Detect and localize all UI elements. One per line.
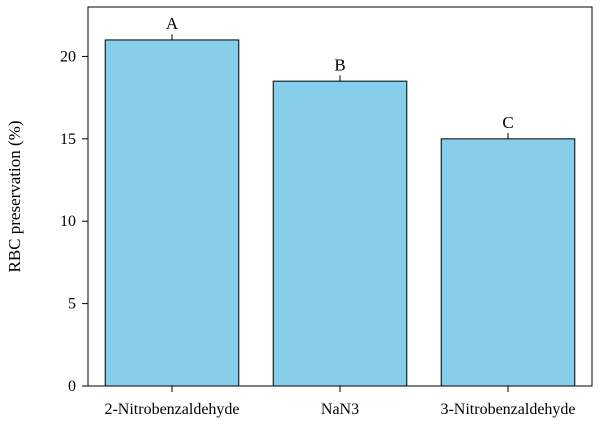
x-tick-label-1: NaN3: [321, 401, 359, 418]
y-tick-label-4: 20: [60, 48, 76, 65]
plot-frame: [87, 6, 593, 387]
x-tick-label-2: 3-Nitrobenzaldehyde: [440, 401, 575, 418]
y-tick-label-2: 10: [60, 213, 76, 230]
y-ticks-layer: 0 5 10 15 20: [60, 48, 88, 395]
error-bars-layer: [171, 34, 509, 139]
bars-layer: [104, 39, 576, 387]
y-axis-title: RBC preservation (%): [5, 120, 24, 272]
y-tick-label-1: 5: [68, 296, 76, 313]
y-tick-label-0: 0: [68, 378, 76, 395]
y-tick-label-3: 15: [60, 131, 76, 148]
bar-1: [272, 80, 408, 387]
bar-2: [440, 138, 576, 387]
significance-label-0: A: [166, 14, 179, 33]
significance-labels-layer: A B C: [166, 14, 514, 132]
significance-label-1: B: [334, 55, 345, 74]
x-tick-label-0: 2-Nitrobenzaldehyde: [104, 401, 239, 418]
x-ticks-layer: 2-Nitrobenzaldehyde NaN3 3-Nitrobenzaldehy…: [104, 386, 576, 418]
significance-label-2: C: [502, 113, 513, 132]
bar-0: [104, 39, 240, 387]
